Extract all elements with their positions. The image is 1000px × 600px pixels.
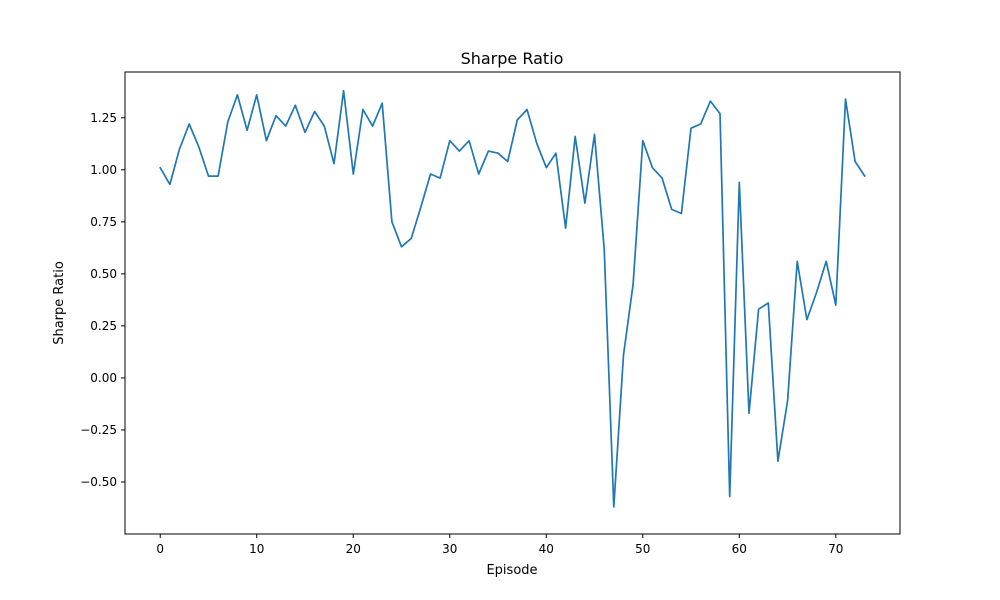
x-tick-label: 10: [249, 542, 264, 556]
x-tick-label: 0: [156, 542, 164, 556]
x-axis-label: Episode: [486, 563, 537, 578]
y-tick-label: −0.25: [80, 423, 117, 437]
y-axis: −0.50 −0.25 0.00 0.25 0.50 0.75 1.00 1.25: [80, 111, 125, 489]
x-tick-label: 40: [539, 542, 554, 556]
plot-frame: [124, 71, 901, 535]
y-tick-label: 0.25: [90, 319, 117, 333]
y-tick-label: 1.25: [90, 111, 117, 125]
x-tick-label: 50: [635, 542, 650, 556]
y-tick-label: −0.50: [80, 475, 117, 489]
y-axis-label: Sharpe Ratio: [52, 261, 67, 345]
x-tick-label: 60: [732, 542, 747, 556]
series-layer: [159, 89, 866, 508]
y-tick-label: 0.00: [90, 371, 117, 385]
sharpe-ratio-line: [159, 89, 866, 508]
y-tick-label: 0.50: [90, 267, 117, 281]
chart-title: Sharpe Ratio: [461, 49, 564, 68]
x-tick-label: 30: [442, 542, 457, 556]
y-tick-label: 0.75: [90, 215, 117, 229]
x-tick-label: 20: [346, 542, 361, 556]
y-tick-label: 1.00: [90, 163, 117, 177]
x-tick-label: 70: [828, 542, 843, 556]
x-axis: 0 10 20 30 40 50 60 70: [156, 534, 843, 556]
